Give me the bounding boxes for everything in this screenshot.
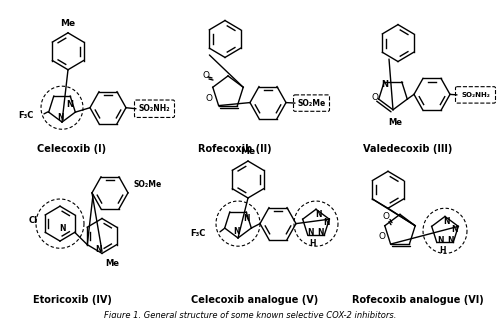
Text: Me: Me (105, 259, 119, 267)
Text: F₃C: F₃C (190, 229, 206, 238)
Text: N: N (382, 80, 388, 89)
Text: O: O (382, 212, 390, 221)
Text: O: O (372, 93, 378, 102)
Text: N: N (66, 100, 73, 109)
Text: N: N (96, 245, 102, 254)
Text: N: N (233, 227, 239, 236)
Text: O: O (378, 232, 386, 241)
Text: N: N (452, 225, 458, 234)
Text: Cl: Cl (29, 216, 38, 225)
Text: Valedecoxib (III): Valedecoxib (III) (364, 144, 452, 154)
Text: H: H (439, 246, 446, 255)
Text: Rofecoxib analogue (VI): Rofecoxib analogue (VI) (352, 294, 484, 305)
Text: N: N (444, 217, 450, 226)
Text: N: N (447, 236, 453, 245)
Text: N: N (315, 210, 321, 219)
Text: N: N (57, 114, 63, 122)
Text: Figure 1. General structure of some known selective COX-2 inhibitors.: Figure 1. General structure of some know… (104, 311, 396, 318)
Text: N: N (323, 218, 329, 227)
Text: SO₂NH₂: SO₂NH₂ (138, 104, 170, 113)
Text: Me: Me (388, 118, 402, 127)
Text: Me: Me (240, 147, 256, 156)
Text: O: O (202, 72, 209, 80)
Text: SO₂Me: SO₂Me (133, 180, 161, 189)
Text: Etoricoxib (IV): Etoricoxib (IV) (32, 294, 112, 305)
Text: N: N (437, 236, 444, 245)
Text: SO₂NH₂: SO₂NH₂ (461, 92, 490, 98)
Text: N: N (318, 228, 324, 237)
Text: Me: Me (60, 19, 76, 28)
Text: H: H (310, 238, 316, 248)
Text: N: N (244, 214, 250, 223)
Text: Rofecoxib (II): Rofecoxib (II) (198, 144, 272, 154)
Text: Celecoxib (I): Celecoxib (I) (38, 144, 106, 154)
Text: F₃C: F₃C (18, 111, 34, 121)
Text: O: O (206, 94, 212, 103)
Text: SO₂Me: SO₂Me (298, 99, 326, 107)
Text: N: N (60, 224, 66, 233)
Text: Celecoxib analogue (V): Celecoxib analogue (V) (192, 294, 318, 305)
Text: N: N (308, 228, 314, 237)
